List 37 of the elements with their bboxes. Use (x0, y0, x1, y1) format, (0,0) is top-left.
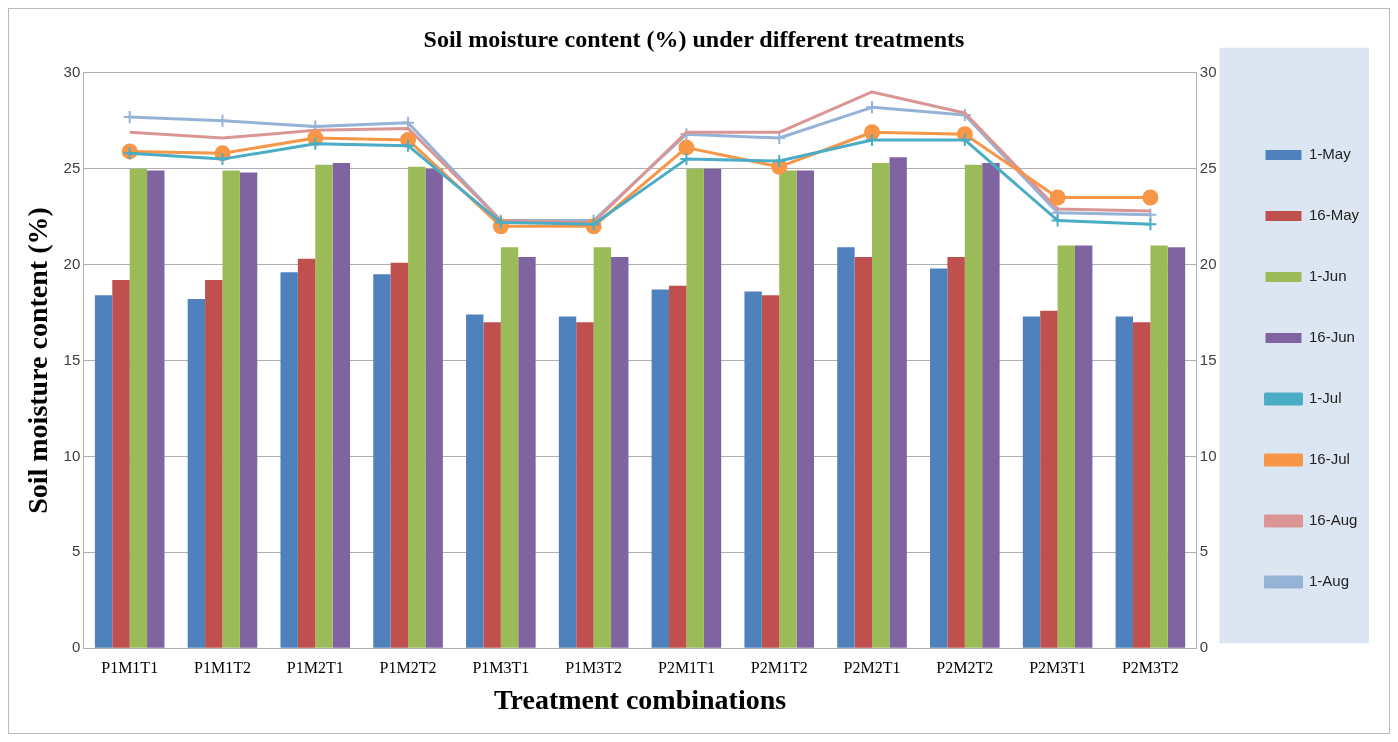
x-tick-label: P2M3T1 (1029, 659, 1087, 676)
x-tick-label: P1M1T1 (101, 659, 159, 676)
y-tick-label: 20 (63, 254, 81, 272)
x-tick-label: P2M2T1 (843, 659, 901, 676)
chart-title: Soil moisture content (%) under different treatments (423, 25, 965, 52)
x-tick-label: P2M1T2 (750, 659, 808, 676)
y2-tick-label: 30 (1199, 62, 1217, 80)
y2-tick-label: 0 (1199, 638, 1209, 656)
x-tick-label: P2M3T2 (1121, 659, 1179, 676)
legend-label: 1-Jul (1308, 389, 1342, 407)
y-tick-label: 10 (63, 446, 81, 464)
x-tick-label: P2M1T1 (657, 659, 715, 676)
x-axis-title: Treatment combinations (493, 684, 787, 716)
x-tick-label: P2M2T2 (936, 659, 994, 676)
y2-tick-label: 20 (1199, 254, 1217, 272)
x-tick-label: P1M3T1 (472, 659, 530, 676)
legend-label: 16-May (1308, 206, 1360, 224)
y-axis-title: Soil moisture content (%) (22, 207, 54, 514)
y2-tick-label: 5 (1199, 542, 1209, 560)
x-tick-label: P1M1T2 (194, 659, 251, 676)
x-tick-label: P1M2T1 (286, 659, 344, 676)
y-tick-label: 30 (63, 62, 81, 80)
y2-tick-label: 25 (1199, 158, 1217, 176)
y-tick-label: 0 (71, 638, 81, 656)
x-tick-label: P1M3T2 (565, 659, 623, 676)
y2-tick-label: 10 (1199, 446, 1217, 464)
legend-label: 16-Aug (1308, 511, 1358, 529)
x-tick-label: P1M2T2 (379, 659, 437, 676)
legend-label: 1-Aug (1308, 572, 1350, 590)
legend-label: 16-Jul (1308, 450, 1350, 468)
y2-tick-label: 15 (1199, 350, 1217, 368)
legend-label: 16-Jun (1308, 328, 1355, 346)
legend-label: 1-Jun (1308, 267, 1347, 285)
legend-label: 1-May (1308, 145, 1352, 163)
y-tick-label: 25 (63, 158, 81, 176)
y-tick-label: 15 (63, 350, 81, 368)
y-tick-label: 5 (71, 542, 81, 560)
